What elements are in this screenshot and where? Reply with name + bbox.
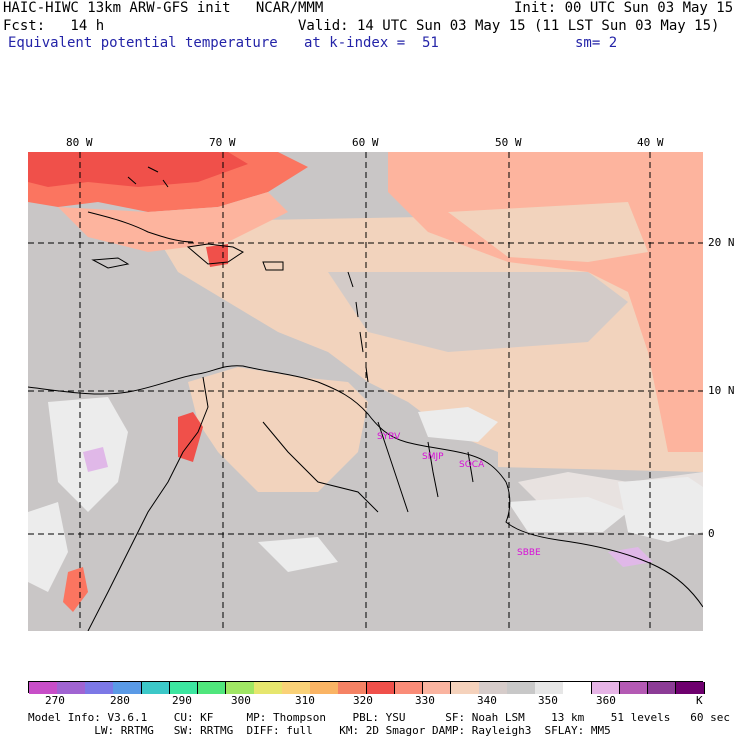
theta-e-field xyxy=(28,152,703,631)
colorbar-swatch xyxy=(647,682,677,694)
lon-label-50w: 50 W xyxy=(495,136,522,149)
colorbar-swatch xyxy=(197,682,227,694)
colorbar-swatch xyxy=(225,682,255,694)
lon-label-40w: 40 W xyxy=(637,136,664,149)
valid-time: Valid: 14 UTC Sun 03 May 15 (11 LST Sun … xyxy=(298,18,720,34)
station-soca: SOCA xyxy=(459,460,485,470)
colorbar-swatch xyxy=(310,682,339,694)
lon-label-80w: 80 W xyxy=(66,136,93,149)
colorbar-swatch xyxy=(563,682,592,694)
lat-label-20n: 20 N xyxy=(708,236,735,249)
forecast-hour: Fcst: 14 h xyxy=(3,18,105,34)
colorbar-label-350: 350 xyxy=(538,694,558,707)
colorbar-swatch xyxy=(619,682,649,694)
colorbar-swatch xyxy=(422,682,452,694)
colorbar-swatch xyxy=(507,682,536,694)
colorbar-swatch xyxy=(141,682,171,694)
plot-title: HAIC-HIWC 13km ARW-GFS init NCAR/MMM xyxy=(3,0,324,16)
colorbar-swatch xyxy=(113,682,142,694)
model-info-line1: Model Info: V3.6.1 CU: KF MP: Thompson P… xyxy=(28,711,730,724)
field-name: Equivalent potential temperature xyxy=(8,35,278,51)
colorbar-label-300: 300 xyxy=(231,694,251,707)
colorbar-label-330: 330 xyxy=(415,694,435,707)
level-index: at k-index = 51 xyxy=(304,35,439,51)
colorbar-swatch xyxy=(254,682,283,694)
lat-label-10n: 10 N xyxy=(708,384,735,397)
colorbar-swatch xyxy=(394,682,424,694)
colorbar-swatch xyxy=(282,682,311,694)
colorbar-swatch xyxy=(591,682,621,694)
colorbar-swatch xyxy=(338,682,367,694)
colorbar-label-280: 280 xyxy=(110,694,130,707)
colorbar-label-270: 270 xyxy=(45,694,65,707)
station-sbbe: SBBE xyxy=(517,548,541,558)
colorbar-label-290: 290 xyxy=(172,694,192,707)
colorbar-label-320: 320 xyxy=(353,694,373,707)
station-sbbv: SYBV xyxy=(377,432,401,442)
station-smjp: SMJP xyxy=(422,452,444,462)
lat-label-0: 0 xyxy=(708,527,715,540)
colorbar-label-340: 340 xyxy=(477,694,497,707)
smoothing: sm= 2 xyxy=(575,35,618,51)
init-time: Init: 00 UTC Sun 03 May 15 xyxy=(514,0,734,16)
colorbar-swatch xyxy=(29,682,58,694)
colorbar-swatch xyxy=(479,682,508,694)
colorbar-label-360: 360 xyxy=(596,694,616,707)
map-plot: SYBV SMJP SOCA SBBE xyxy=(28,152,703,631)
lon-label-70w: 70 W xyxy=(209,136,236,149)
lon-label-60w: 60 W xyxy=(352,136,379,149)
colorbar-swatch xyxy=(675,682,705,694)
colorbar-label-310: 310 xyxy=(295,694,315,707)
colorbar-swatch xyxy=(85,682,114,694)
model-info-line2: LW: RRTMG SW: RRTMG DIFF: full KM: 2D Sm… xyxy=(28,724,611,737)
colorbar-swatch xyxy=(450,682,480,694)
colorbar-swatch xyxy=(535,682,564,694)
colorbar-swatch xyxy=(366,682,396,694)
colorbar-swatch xyxy=(57,682,86,694)
colorbar-unit: K xyxy=(696,694,703,707)
colorbar-swatch xyxy=(169,682,199,694)
colorbar xyxy=(28,681,705,694)
